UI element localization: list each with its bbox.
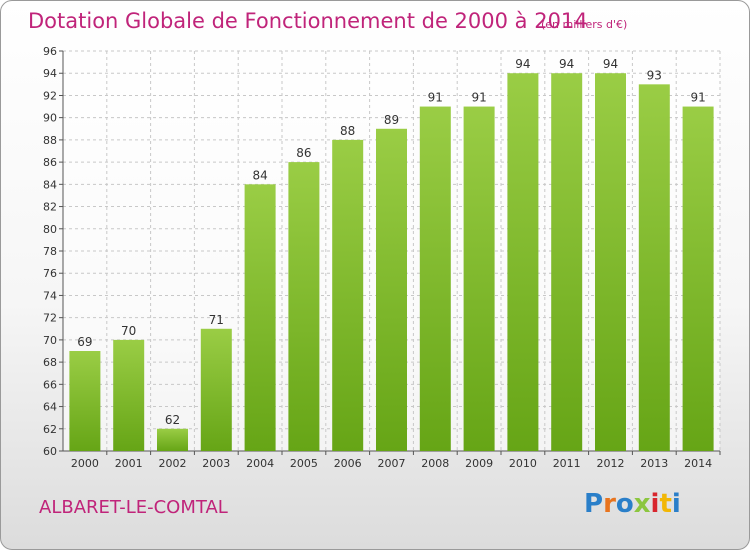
- bar-2006: [332, 139, 364, 451]
- x-tick-label: 2011: [553, 457, 581, 470]
- logo-letter: P: [584, 489, 604, 519]
- data-label: 94: [515, 57, 530, 71]
- commune-name: ALBARET-LE-COMTAL: [39, 497, 228, 518]
- x-tick-label: 2004: [246, 457, 274, 470]
- data-label: 84: [252, 168, 267, 182]
- x-tick-label: 2007: [378, 457, 406, 470]
- bar-2010: [507, 73, 539, 451]
- data-label: 69: [77, 335, 92, 349]
- x-tick-label: 2008: [421, 457, 449, 470]
- bar-2003: [200, 328, 232, 451]
- data-label: 94: [559, 57, 574, 71]
- bar-2002: [157, 428, 188, 451]
- y-tick-label: 60: [43, 445, 57, 458]
- y-tick-label: 66: [43, 378, 57, 391]
- bar-2014: [682, 106, 714, 452]
- y-tick-label: 68: [43, 356, 57, 369]
- bar-2007: [376, 128, 407, 451]
- logo-letter: i: [671, 489, 681, 519]
- bar-2012: [595, 73, 626, 451]
- x-tick-label: 2002: [159, 457, 187, 470]
- data-label: 91: [428, 91, 443, 105]
- data-label: 62: [165, 413, 180, 427]
- x-tick-label: 2010: [509, 457, 537, 470]
- data-label: 89: [384, 113, 399, 127]
- bar-2005: [288, 162, 320, 451]
- x-tick-label: 2006: [334, 457, 362, 470]
- bar-2004: [244, 184, 276, 452]
- x-tick-label: 2003: [202, 457, 230, 470]
- data-label: 93: [647, 68, 662, 82]
- data-label: 91: [471, 91, 486, 105]
- bar-2008: [419, 106, 451, 452]
- chart-unit: (en milliers d'€): [541, 18, 628, 31]
- x-tick-label: 2005: [290, 457, 318, 470]
- x-tick-label: 2012: [597, 457, 625, 470]
- y-tick-label: 86: [43, 156, 57, 169]
- data-label: 91: [690, 91, 705, 105]
- y-tick-label: 78: [43, 245, 57, 258]
- x-tick-label: 2014: [684, 457, 712, 470]
- y-tick-label: 74: [43, 289, 57, 302]
- y-tick-label: 96: [43, 45, 57, 58]
- x-tick-label: 2009: [465, 457, 493, 470]
- logo-letter: i: [650, 489, 660, 519]
- logo-letter: t: [659, 489, 672, 519]
- data-label: 70: [121, 324, 136, 338]
- logo-letter: r: [603, 489, 616, 519]
- data-label: 71: [209, 313, 224, 327]
- data-label: 88: [340, 124, 355, 138]
- logo-letter: x: [633, 489, 651, 519]
- y-tick-label: 88: [43, 134, 57, 147]
- y-tick-label: 94: [43, 67, 57, 80]
- x-tick-label: 2000: [71, 457, 99, 470]
- y-tick-label: 64: [43, 401, 57, 414]
- x-tick-label: 2013: [640, 457, 668, 470]
- proxiti-logo: Proxiti: [584, 489, 681, 519]
- y-tick-label: 84: [43, 178, 57, 191]
- data-label: 94: [603, 57, 618, 71]
- y-tick-label: 82: [43, 201, 57, 214]
- y-tick-label: 70: [43, 334, 57, 347]
- chart-title: Dotation Globale de Fonctionnement de 20…: [28, 9, 588, 33]
- y-tick-label: 80: [43, 223, 57, 236]
- y-tick-label: 72: [43, 312, 57, 325]
- y-tick-label: 90: [43, 112, 57, 125]
- data-label: 86: [296, 146, 311, 160]
- bar-2011: [551, 73, 583, 451]
- y-tick-label: 62: [43, 423, 57, 436]
- bar-2013: [638, 84, 670, 451]
- y-tick-label: 92: [43, 89, 57, 102]
- bar-2001: [113, 339, 145, 451]
- bar-2000: [69, 351, 101, 451]
- bar-2009: [463, 106, 495, 452]
- y-tick-label: 76: [43, 267, 57, 280]
- logo-letter: o: [615, 489, 634, 519]
- x-tick-label: 2001: [115, 457, 143, 470]
